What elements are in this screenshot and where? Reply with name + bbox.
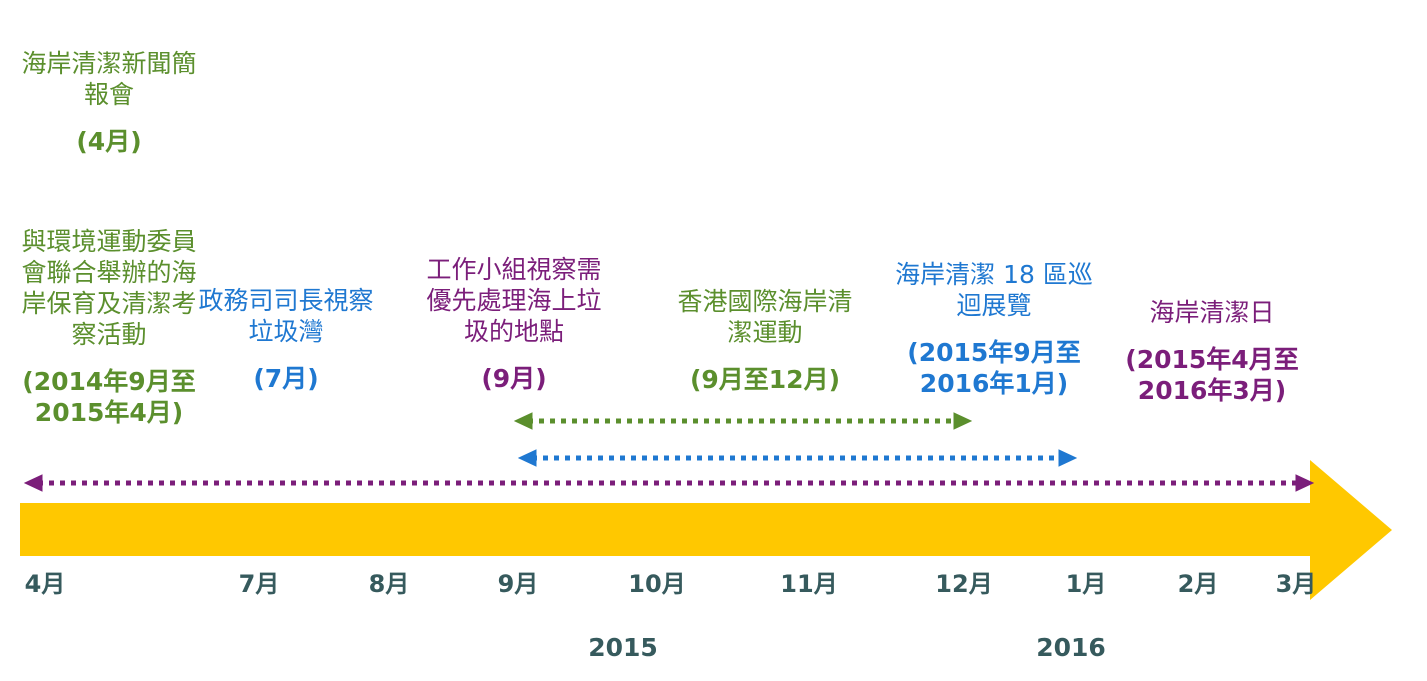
month-label: 2月 [1177,570,1219,598]
event-cs-inspection-date: (7月) [253,364,319,393]
event-wg-inspection: 工作小組視察需優先處理海上垃圾的地點 (9月) [418,254,610,394]
event-exhibition-date: (2015年9月至2016年1月) [907,338,1081,398]
event-icc-title: 香港國際海岸清潔運動 [677,287,853,347]
timeline-arrow [20,460,1392,600]
month-label: 4月 [24,570,66,598]
month-label: 1月 [1065,570,1107,598]
event-icc: 香港國際海岸清潔運動 (9月至12月) [670,286,860,395]
year-label-2016: 2016 [1036,633,1106,662]
month-label: 11月 [780,570,838,598]
event-press-briefing: 海岸清潔新聞簡報會 (4月) [15,48,203,157]
event-eco-activity-date: (2014年9月至2015年4月) [22,367,196,427]
span-day-arrow [23,474,1315,492]
event-cleanup-day-title: 海岸清潔日 [1149,298,1275,327]
event-cleanup-day: 海岸清潔日 (2015年4月至2016年3月) [1112,297,1312,406]
event-exhibition-title: 海岸清潔 18 區巡迴展覽 [895,260,1093,320]
event-cleanup-day-date: (2015年4月至2016年3月) [1125,345,1299,405]
event-eco-activity-title: 與環境運動委員會聯合舉辦的海岸保育及清潔考察活動 [21,227,197,349]
month-label: 8月 [368,570,410,598]
month-label: 3月 [1275,570,1317,598]
span-exhibit-arrow [517,449,1078,467]
event-wg-inspection-title: 工作小組視察需優先處理海上垃圾的地點 [426,255,602,346]
month-label: 9月 [497,570,539,598]
event-cs-inspection: 政務司司長視察垃圾灣 (7月) [196,285,376,394]
event-icc-date: (9月至12月) [689,365,841,394]
month-label: 7月 [238,570,280,598]
span-icc-arrow [513,412,973,430]
event-wg-inspection-date: (9月) [481,364,547,393]
event-press-briefing-title: 海岸清潔新聞簡報會 [21,49,197,109]
month-label: 12月 [935,570,993,598]
event-eco-activity: 與環境運動委員會聯合舉辦的海岸保育及清潔考察活動 (2014年9月至2015年4… [15,226,203,428]
event-cs-inspection-title: 政務司司長視察垃圾灣 [198,286,374,346]
month-label: 10月 [628,570,686,598]
event-press-briefing-date: (4月) [76,127,142,156]
year-label-2015: 2015 [588,633,658,662]
event-exhibition: 海岸清潔 18 區巡迴展覽 (2015年9月至2016年1月) [890,259,1098,399]
